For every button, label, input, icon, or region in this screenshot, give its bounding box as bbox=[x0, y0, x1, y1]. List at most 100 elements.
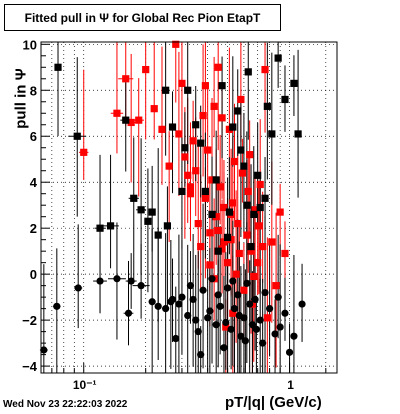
data-point bbox=[216, 302, 224, 310]
data-point bbox=[272, 282, 280, 290]
data-point bbox=[137, 206, 145, 214]
data-point bbox=[243, 201, 251, 209]
data-point bbox=[232, 270, 240, 278]
data-point bbox=[229, 199, 237, 207]
data-point bbox=[178, 79, 186, 87]
data-point bbox=[244, 68, 252, 76]
data-point bbox=[73, 132, 81, 140]
data-point bbox=[254, 259, 262, 267]
data-point bbox=[247, 242, 255, 251]
x-tick-label: 1 bbox=[287, 378, 294, 392]
data-point bbox=[261, 65, 269, 74]
data-point bbox=[96, 277, 104, 285]
data-point bbox=[274, 293, 282, 301]
data-point bbox=[229, 309, 237, 317]
data-point bbox=[142, 65, 150, 74]
data-point bbox=[199, 111, 207, 120]
data-point bbox=[234, 291, 242, 299]
data-point bbox=[53, 302, 61, 310]
data-point bbox=[281, 309, 289, 317]
y-tick-label: 8 bbox=[30, 83, 37, 98]
data-point bbox=[235, 249, 243, 258]
data-point bbox=[251, 295, 259, 304]
data-point bbox=[148, 208, 156, 216]
data-point bbox=[281, 95, 289, 104]
data-point bbox=[220, 238, 228, 246]
data-point bbox=[212, 321, 220, 329]
data-point bbox=[218, 114, 226, 122]
data-point bbox=[234, 107, 242, 115]
data-point bbox=[263, 102, 271, 110]
data-point bbox=[208, 275, 216, 283]
data-point bbox=[254, 171, 262, 179]
y-axis-label: pull in Ψ bbox=[12, 68, 30, 129]
data-point bbox=[80, 148, 88, 156]
data-point bbox=[261, 288, 269, 297]
data-point bbox=[250, 272, 258, 281]
data-point bbox=[130, 194, 138, 202]
data-point bbox=[201, 194, 209, 202]
data-point bbox=[124, 309, 133, 317]
data-point bbox=[259, 339, 267, 347]
data-point bbox=[237, 332, 245, 340]
data-point bbox=[113, 109, 121, 117]
data-point bbox=[181, 153, 189, 161]
data-point bbox=[96, 224, 104, 232]
data-point bbox=[186, 282, 195, 290]
y-tick-label: −4 bbox=[22, 359, 38, 374]
data-point bbox=[106, 222, 115, 230]
y-tick-label: 6 bbox=[30, 129, 37, 144]
data-point bbox=[162, 305, 170, 313]
data-point bbox=[237, 146, 245, 154]
data-point bbox=[243, 279, 251, 287]
data-point bbox=[240, 162, 248, 170]
data-point bbox=[154, 302, 162, 310]
data-point bbox=[165, 162, 173, 170]
data-point bbox=[238, 169, 246, 177]
data-point bbox=[154, 231, 162, 239]
data-point bbox=[237, 95, 245, 104]
data-point bbox=[281, 249, 289, 258]
data-point bbox=[206, 261, 214, 269]
data-point bbox=[178, 187, 186, 196]
data-point bbox=[204, 314, 212, 322]
data-point bbox=[271, 330, 279, 338]
data-point bbox=[204, 146, 212, 154]
data-point bbox=[298, 300, 306, 308]
data-point bbox=[234, 219, 242, 228]
data-point bbox=[218, 245, 226, 253]
data-point bbox=[268, 238, 276, 246]
data-point bbox=[268, 130, 276, 138]
y-tick-label: −2 bbox=[22, 313, 37, 328]
data-point bbox=[148, 298, 156, 306]
data-point bbox=[137, 282, 145, 290]
data-point bbox=[227, 325, 235, 333]
data-point bbox=[247, 247, 255, 255]
plot-frame bbox=[40, 41, 338, 374]
data-point bbox=[263, 314, 271, 322]
data-point bbox=[274, 54, 282, 62]
data-point bbox=[216, 183, 224, 191]
data-point bbox=[206, 229, 214, 237]
data-point bbox=[175, 130, 183, 138]
y-tick-label: 2 bbox=[30, 221, 37, 236]
data-point bbox=[210, 102, 218, 110]
data-point bbox=[246, 151, 254, 159]
data-point bbox=[197, 351, 205, 359]
data-point bbox=[122, 116, 130, 124]
data-point bbox=[144, 217, 152, 225]
data-point bbox=[194, 328, 202, 336]
data-point bbox=[220, 344, 228, 352]
data-point bbox=[255, 222, 263, 230]
data-point bbox=[212, 213, 220, 221]
data-point bbox=[212, 176, 220, 184]
data-point bbox=[230, 157, 239, 166]
y-tick-label: 0 bbox=[30, 267, 37, 282]
data-point bbox=[240, 286, 248, 294]
data-point bbox=[285, 348, 294, 356]
data-point bbox=[276, 208, 284, 216]
data-point bbox=[241, 337, 249, 345]
data-point bbox=[184, 311, 192, 320]
data-point bbox=[127, 277, 135, 285]
data-point bbox=[251, 206, 259, 214]
